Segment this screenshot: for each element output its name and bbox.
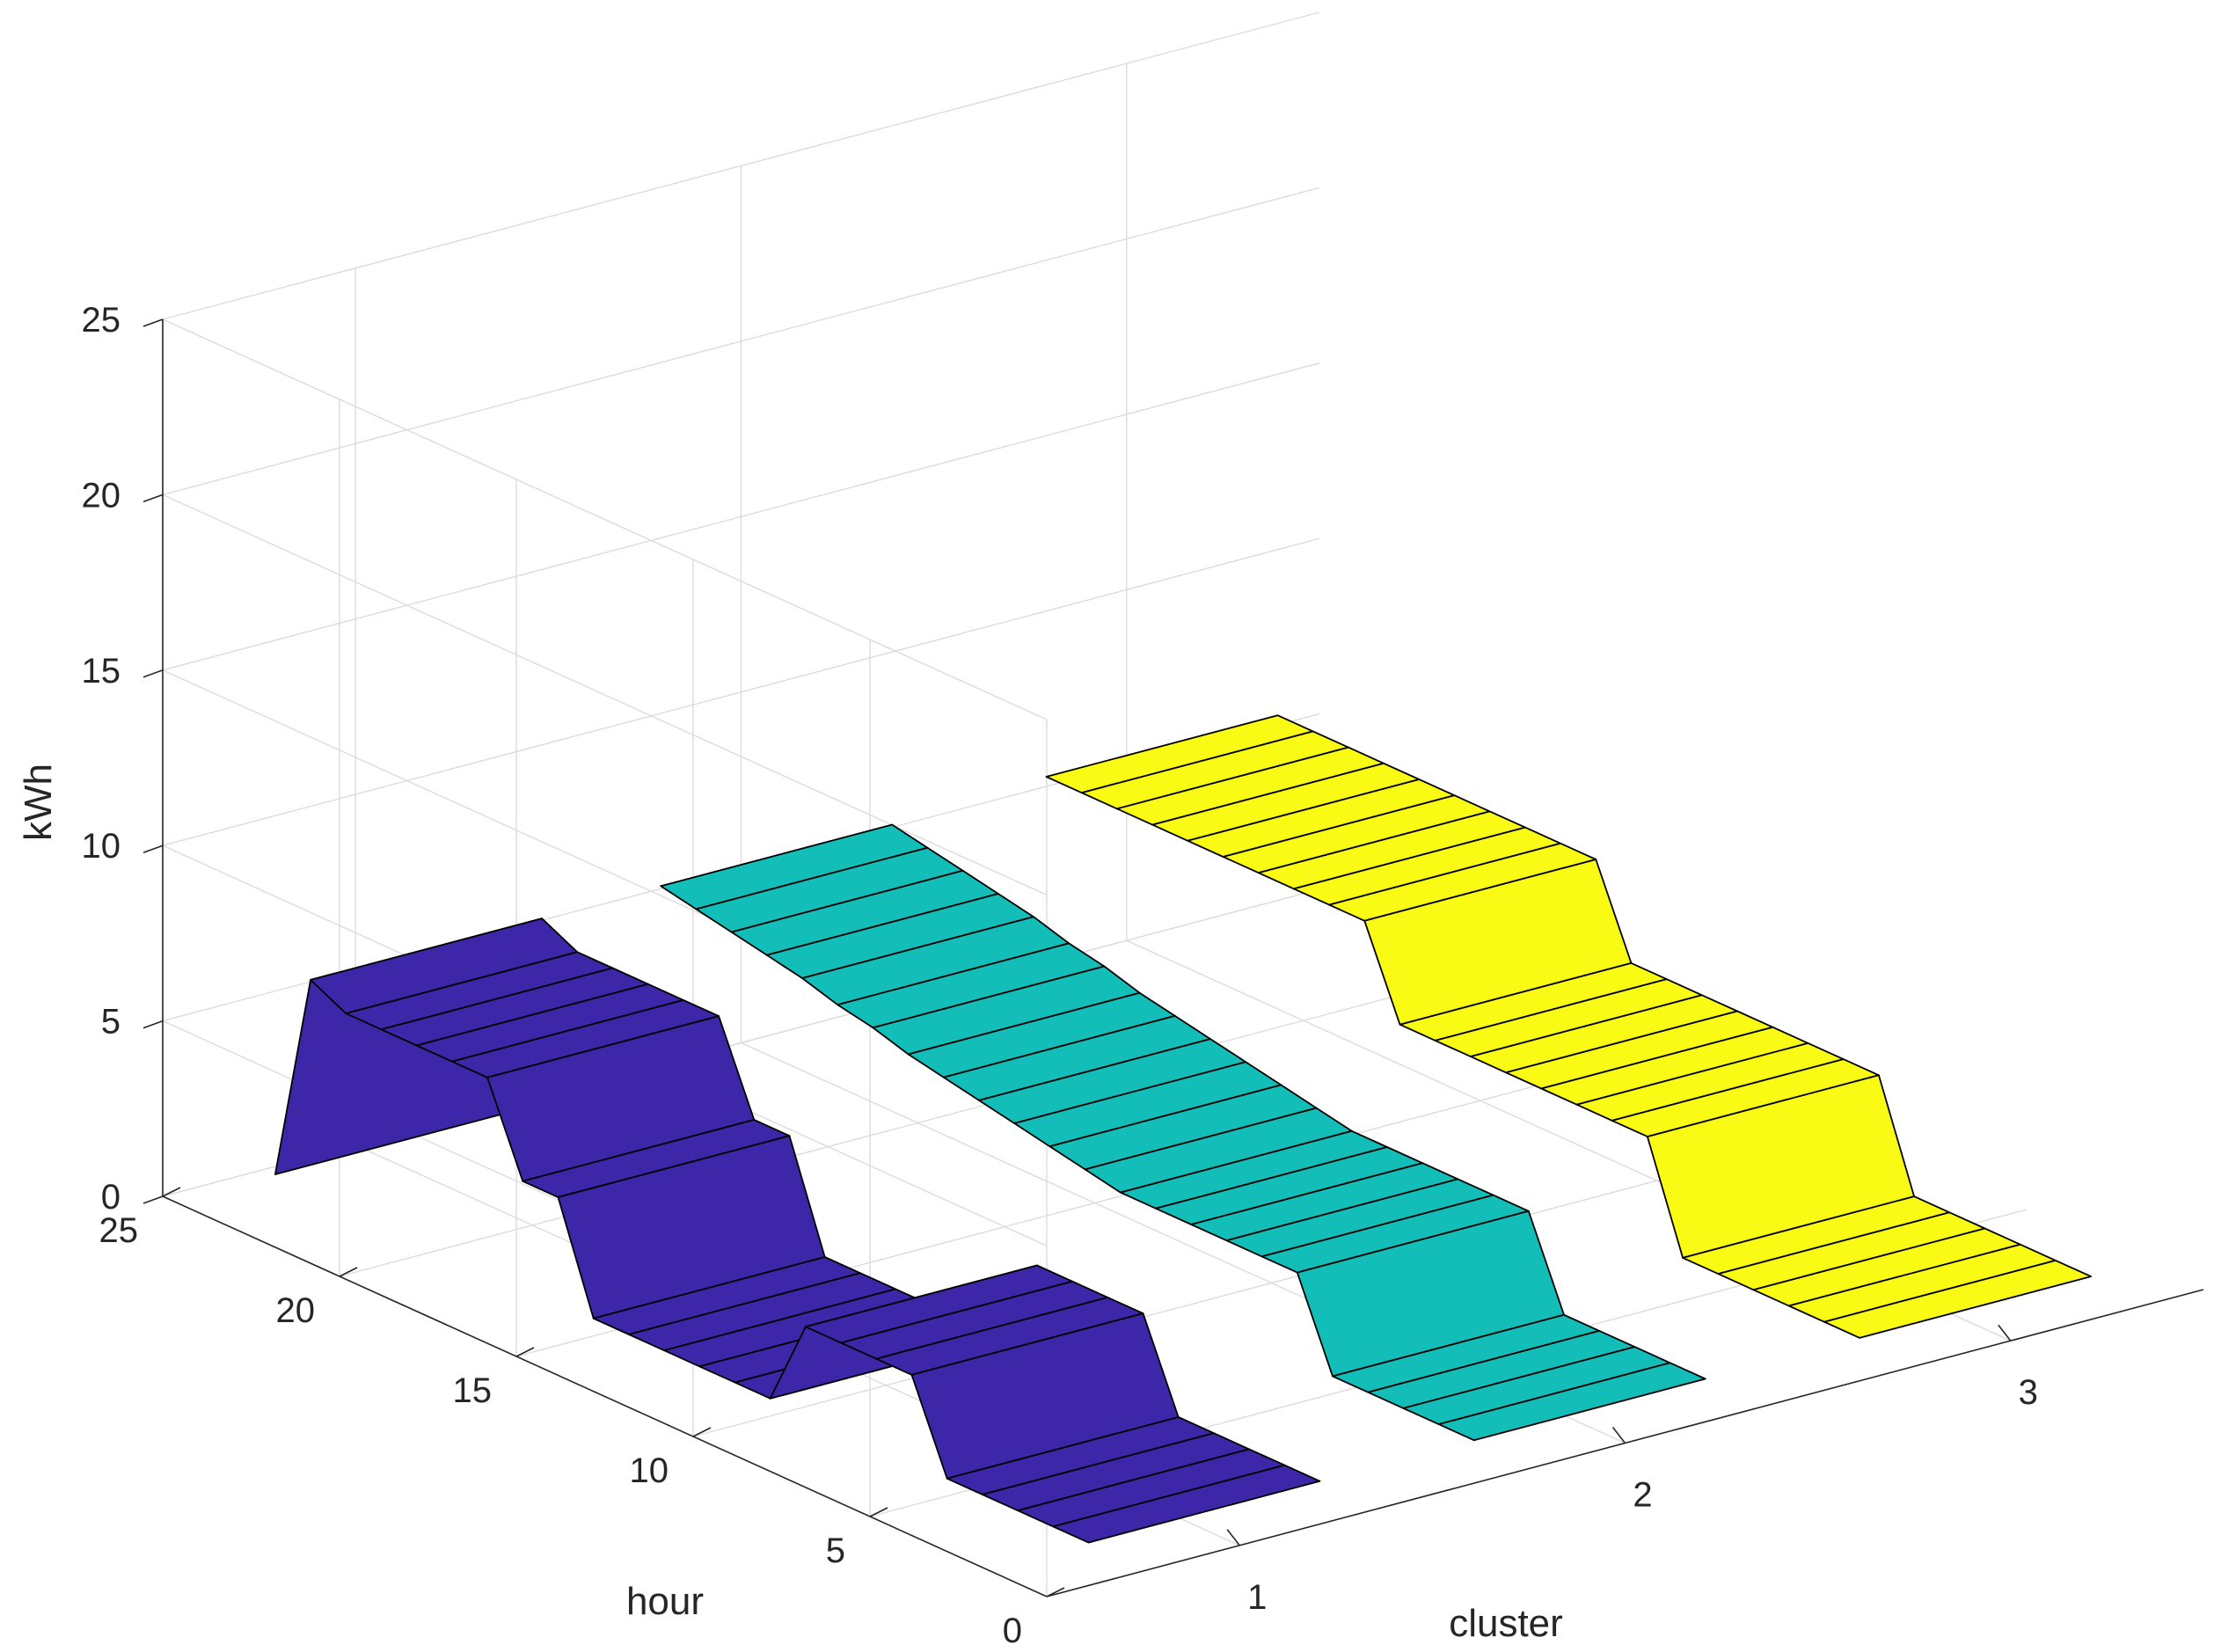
z-tick-label: 15: [82, 652, 121, 691]
z-tick-mark: [142, 844, 164, 853]
surface-patch: [1437, 1362, 1706, 1442]
z-tick-mark: [142, 493, 164, 503]
tick-marks: [142, 318, 2012, 1597]
x-tick-label: 2: [1633, 1476, 1652, 1515]
z-tick-label: 0: [101, 1178, 121, 1217]
x-axis-label: cluster: [1449, 1602, 1563, 1645]
y-tick-label: 0: [1003, 1612, 1022, 1650]
x-tick-mark: [1998, 1324, 2012, 1341]
y-tick-mark: [869, 1507, 888, 1517]
grid-line-z: [162, 318, 1048, 720]
y-tick-mark: [162, 1187, 181, 1197]
x-tick-mark: [1611, 1427, 1626, 1444]
z-tick-mark: [142, 318, 164, 327]
z-tick-label: 25: [82, 301, 121, 340]
x-tick-mark: [1226, 1529, 1240, 1546]
y-axis-label: hour: [626, 1580, 704, 1623]
surface-cluster-2: [660, 823, 1706, 1442]
y-tick-mark: [692, 1427, 712, 1437]
grid-line-z: [162, 493, 1048, 896]
y-tick-mark: [1046, 1587, 1065, 1597]
x-tick-label: 3: [2019, 1373, 2038, 1412]
surface-cluster-3: [1045, 714, 2093, 1339]
z-tick-label: 5: [101, 1003, 121, 1042]
z-tick-mark: [142, 1195, 164, 1204]
y-tick-label: 10: [630, 1451, 669, 1490]
z-tick-mark: [142, 669, 164, 678]
z-tick-label: 20: [82, 476, 121, 515]
y-tick-label: 5: [826, 1531, 845, 1570]
z-axis-label: kWh: [17, 764, 60, 841]
y-tick-mark: [339, 1267, 358, 1277]
surface-plots: [274, 714, 2093, 1544]
x-tick-label: 1: [1247, 1578, 1267, 1617]
z-tick-label: 10: [82, 827, 121, 866]
grid-line-y: [692, 1129, 1851, 1437]
y-tick-mark: [515, 1347, 535, 1357]
surface-cluster-1: [274, 917, 1321, 1544]
z-tick-mark: [142, 1020, 164, 1029]
surface-patch: [1823, 1260, 2093, 1339]
y-axis-line: [162, 1195, 1048, 1597]
y-tick-label: 15: [453, 1371, 493, 1410]
y-tick-label: 20: [276, 1291, 316, 1330]
y-tick-label: 25: [99, 1211, 139, 1250]
grid-line-y: [339, 969, 1497, 1277]
surface-patch: [1052, 1464, 1321, 1544]
